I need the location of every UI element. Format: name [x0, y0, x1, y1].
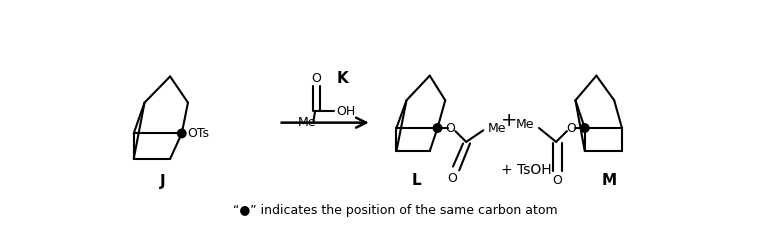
- Text: K: K: [337, 71, 348, 86]
- Text: O: O: [567, 121, 577, 135]
- Text: OTs: OTs: [187, 127, 209, 140]
- Text: Me: Me: [516, 118, 534, 132]
- Text: OH: OH: [336, 105, 355, 118]
- Text: Me: Me: [298, 116, 317, 129]
- Text: O: O: [311, 72, 320, 85]
- Text: Me: Me: [488, 121, 506, 135]
- Text: J: J: [160, 174, 165, 190]
- Text: + TsOH: + TsOH: [501, 163, 552, 177]
- Circle shape: [178, 129, 186, 138]
- Text: +: +: [500, 111, 517, 130]
- Circle shape: [581, 124, 589, 132]
- Text: M: M: [602, 173, 617, 188]
- Text: O: O: [552, 174, 562, 187]
- Text: O: O: [445, 121, 455, 135]
- Text: “●” indicates the position of the same carbon atom: “●” indicates the position of the same c…: [233, 204, 558, 217]
- Text: O: O: [447, 172, 457, 185]
- Circle shape: [433, 124, 442, 132]
- Text: L: L: [411, 173, 422, 188]
